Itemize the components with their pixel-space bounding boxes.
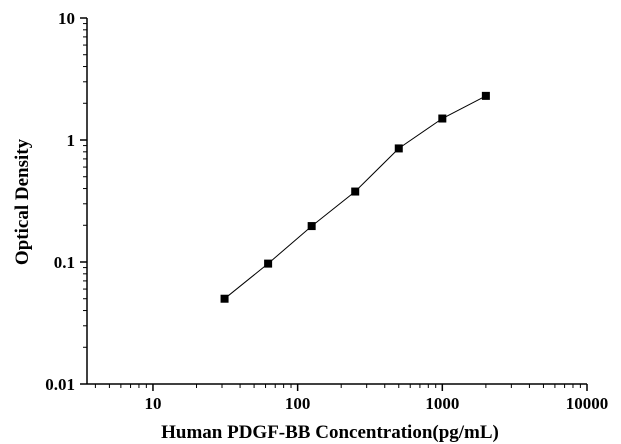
series-line <box>224 95 487 300</box>
data-point <box>394 144 403 153</box>
y-tick-label: 1 <box>67 131 76 150</box>
data-point <box>351 187 360 196</box>
series <box>220 91 490 303</box>
x-ticks: 10 100 1000 10000 <box>94 384 609 413</box>
x-axis-title: Human PDGF-BB Concentration(pg/mL) <box>161 422 499 443</box>
x-tick-label: 10000 <box>566 394 609 413</box>
x-tick-label: 10 <box>144 394 161 413</box>
y-tick-label: 0.1 <box>54 253 75 272</box>
y-ticks: 0.01 0.1 1 10 <box>45 9 87 394</box>
axes <box>86 18 587 385</box>
x-tick-label: 100 <box>285 394 311 413</box>
data-point <box>481 91 490 100</box>
data-point <box>307 222 316 231</box>
y-axis-title: Optical Density <box>12 138 33 265</box>
y-tick-label: 0.01 <box>45 375 75 394</box>
x-tick-label: 1000 <box>425 394 459 413</box>
y-tick-label: 10 <box>58 9 75 28</box>
data-point <box>438 114 447 123</box>
data-point <box>220 294 229 303</box>
data-point <box>264 259 273 268</box>
